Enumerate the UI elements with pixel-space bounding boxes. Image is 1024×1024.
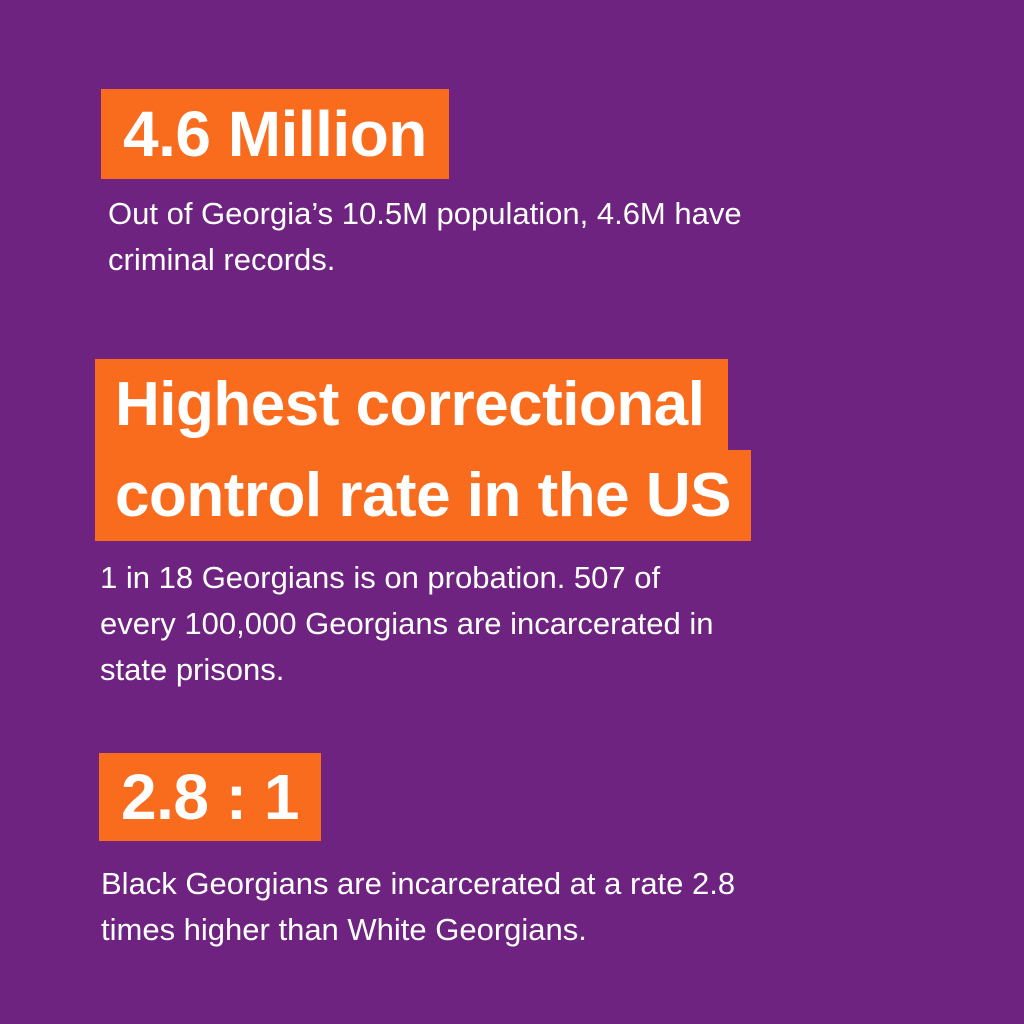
- description-line: times higher than White Georgians.: [101, 912, 587, 947]
- description-line: every 100,000 Georgians are incarcerated…: [100, 606, 714, 641]
- stat-description: Out of Georgia’s 10.5M population, 4.6M …: [108, 191, 742, 283]
- description-line: Out of Georgia’s 10.5M population, 4.6M …: [108, 196, 742, 231]
- description-line: state prisons.: [100, 652, 285, 687]
- description-line: criminal records.: [108, 242, 336, 277]
- stat-headline: 2.8 : 1: [99, 753, 321, 841]
- stat-headline-line: control rate in the US: [95, 450, 751, 541]
- stat-headline-line: Highest correctional: [95, 359, 729, 450]
- stat-headline: 4.6 Million: [101, 89, 449, 179]
- description-line: Black Georgians are incarcerated at a ra…: [101, 866, 736, 901]
- stat-description: 1 in 18 Georgians is on probation. 507 o…: [100, 555, 713, 693]
- description-line: 1 in 18 Georgians is on probation. 507 o…: [100, 560, 661, 595]
- stat-description: Black Georgians are incarcerated at a ra…: [101, 861, 735, 953]
